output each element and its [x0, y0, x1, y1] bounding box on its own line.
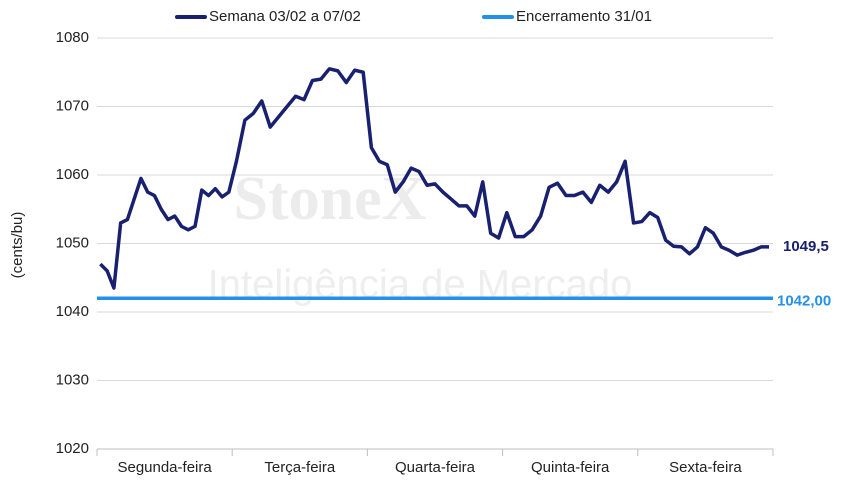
y-tick-label: 1040 [56, 303, 89, 320]
y-tick-label: 1060 [56, 166, 89, 183]
legend-label: Semana 03/02 a 07/02 [209, 8, 361, 25]
y-axis-label: (cents/bu) [9, 212, 26, 279]
x-tick-label: Quarta-feira [395, 459, 476, 476]
y-tick-label: 1030 [56, 371, 89, 388]
legend-label: Encerramento 31/01 [516, 8, 652, 25]
y-tick-label: 1070 [56, 97, 89, 114]
y-tick-label: 1050 [56, 234, 89, 251]
reference-label: 1042,00 [777, 292, 831, 309]
y-tick-label: 1020 [56, 440, 89, 457]
x-tick-label: Segunda-feira [117, 459, 212, 476]
x-tick-label: Quinta-feira [531, 459, 610, 476]
end-label: 1049,5 [783, 238, 829, 255]
series-line [99, 67, 770, 290]
x-tick-label: Terça-feira [264, 459, 336, 476]
watermark-brand: StoneX [234, 165, 427, 233]
x-tick-label: Sexta-feira [669, 459, 742, 476]
y-tick-label: 1080 [56, 29, 89, 46]
